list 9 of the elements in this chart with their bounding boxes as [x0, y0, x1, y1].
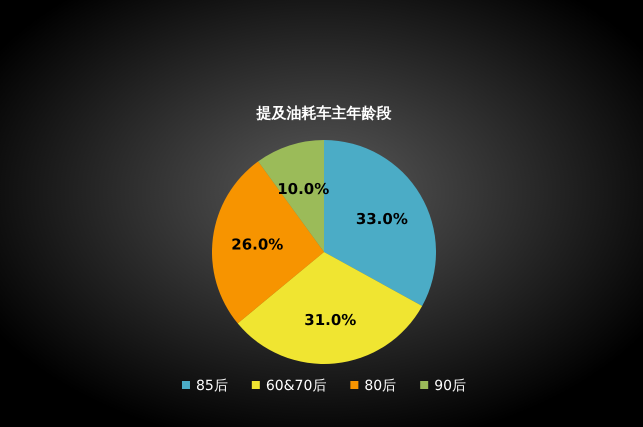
pie-slice [238, 252, 422, 364]
legend-label: 60&70后 [266, 378, 326, 394]
data-label: 31.0% [304, 310, 356, 329]
legend-label: 90后 [434, 378, 466, 394]
data-label: 26.0% [231, 236, 284, 254]
data-label: 33.0% [356, 210, 408, 228]
legend-label: 80后 [364, 378, 396, 394]
legend-label: 85后 [196, 378, 228, 394]
chart-title: 提及油耗车主年龄段 [256, 104, 392, 122]
